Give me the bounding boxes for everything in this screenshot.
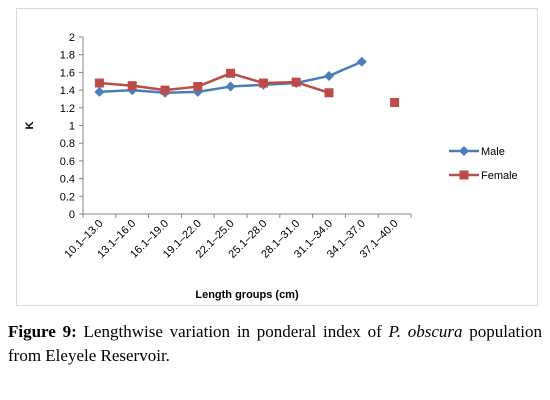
y-tick-label: 1.6 bbox=[60, 67, 75, 79]
y-tick-label: 0.4 bbox=[60, 174, 75, 186]
female-data-point bbox=[226, 68, 236, 78]
figure-label: Figure 9: bbox=[8, 322, 77, 341]
female-data-point bbox=[324, 88, 334, 98]
male-data-point bbox=[356, 56, 367, 67]
male-data-point bbox=[225, 81, 236, 92]
legend-label-female: Female bbox=[481, 170, 518, 182]
female-series-line bbox=[99, 72, 330, 94]
caption-species: P. obscura bbox=[388, 322, 463, 341]
line-chart: K Length groups (cm) 0 0.2 0.4 0.6 0.8 1 1.2 1.… bbox=[24, 32, 518, 301]
series-female bbox=[94, 68, 400, 107]
female-data-point bbox=[258, 78, 268, 88]
male-data-point bbox=[459, 146, 469, 156]
female-data-point bbox=[94, 78, 104, 88]
y-tick-label: 0.2 bbox=[60, 191, 75, 203]
y-axis-ticks: 0 0.2 0.4 0.6 0.8 1 1.2 1.4 1.6 1.8 2 bbox=[60, 32, 83, 221]
x-axis-title: Length groups (cm) bbox=[195, 289, 299, 301]
y-tick-label: 1 bbox=[69, 121, 75, 133]
female-data-point bbox=[160, 85, 170, 95]
y-tick-label: 1.8 bbox=[60, 50, 75, 62]
x-axis-ticks: 10.1–13.013.1–16.016.1–19.019.1–22.022.1… bbox=[62, 214, 412, 261]
caption-text-before: Lengthwise variation in ponderal index o… bbox=[76, 322, 389, 341]
male-data-point bbox=[324, 70, 334, 81]
female-data-point bbox=[127, 81, 137, 91]
female-data-point bbox=[291, 77, 301, 87]
caption-text-after: population from Eleyele Reservoir. bbox=[8, 322, 542, 365]
y-tick-label: 0.8 bbox=[60, 138, 75, 150]
y-tick-label: 0 bbox=[69, 209, 75, 221]
y-tick-label: 2 bbox=[69, 32, 75, 44]
y-tick-label: 1.4 bbox=[60, 85, 75, 97]
legend: Male Female bbox=[449, 146, 518, 182]
y-tick-label: 1.2 bbox=[60, 103, 75, 115]
female-data-point bbox=[390, 97, 400, 107]
chart-frame: K Length groups (cm) 0 0.2 0.4 0.6 0.8 1 1.2 1.… bbox=[16, 8, 538, 306]
y-tick-label: 0.6 bbox=[60, 156, 75, 168]
female-data-point bbox=[193, 82, 203, 92]
female-data-point bbox=[459, 170, 469, 180]
figure-caption: Figure 9: Lengthwise variation in ponder… bbox=[8, 320, 542, 368]
y-axis-title: K bbox=[24, 121, 36, 129]
legend-label-male: Male bbox=[481, 146, 505, 158]
male-data-point bbox=[94, 86, 105, 97]
series-layer bbox=[94, 56, 400, 107]
